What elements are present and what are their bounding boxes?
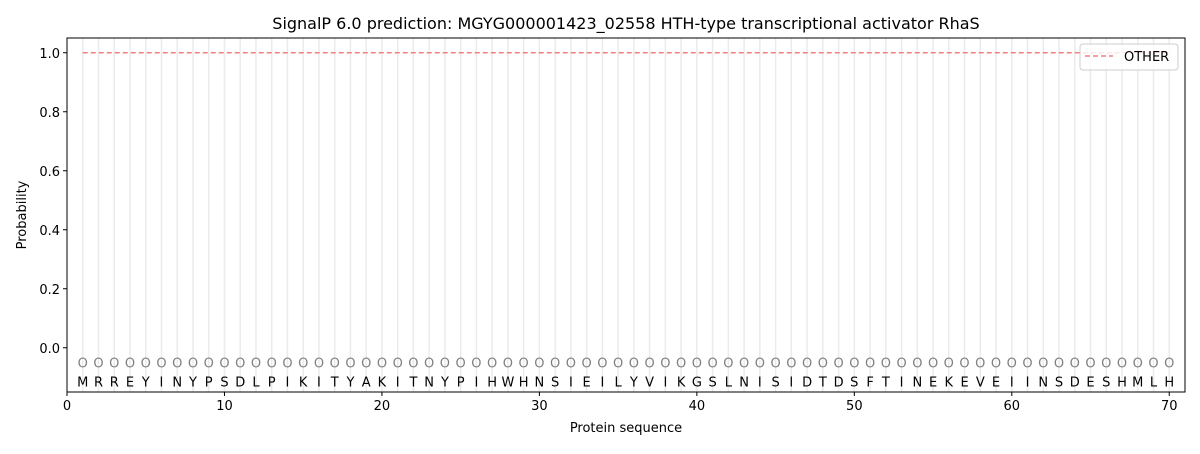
y-axis: 0.0 0.2 0.4 0.6 0.8 1.0 bbox=[39, 47, 67, 357]
plot-frame bbox=[66, 37, 1186, 393]
x-tick-label: 40 bbox=[689, 399, 706, 414]
y-axis-label: Probability bbox=[15, 180, 30, 249]
x-tick-label: 50 bbox=[846, 399, 863, 414]
x-axis-label: Protein sequence bbox=[570, 421, 682, 436]
y-tick-label: 0.4 bbox=[39, 224, 60, 239]
grid-lines bbox=[81, 38, 1171, 392]
x-tick-label: 20 bbox=[374, 399, 391, 414]
legend-box bbox=[1079, 43, 1179, 71]
legend-label-other: OTHER bbox=[1124, 50, 1169, 65]
sequence-letters: MRREYINYPSDLPIKITYAKITNYPIHWHNSIEILYVIKG… bbox=[77, 375, 1174, 390]
y-tick-label: 1.0 bbox=[39, 47, 60, 62]
x-tick-label: 70 bbox=[1161, 399, 1178, 414]
x-tick-label: 0 bbox=[63, 399, 71, 414]
x-tick-label: 60 bbox=[1004, 399, 1021, 414]
y-tick-label: 0.2 bbox=[39, 283, 60, 298]
legend: OTHER bbox=[1079, 43, 1179, 71]
x-axis: 0 10 20 30 40 50 60 70 bbox=[63, 392, 1178, 414]
chart-title: SignalP 6.0 prediction: MGYG000001423_02… bbox=[272, 14, 979, 34]
y-tick-label: 0.6 bbox=[39, 165, 60, 180]
predicted-labels: OOOOOOOOOOOOOOOOOOOOOOOOOOOOOOOOOOOOOOOO… bbox=[78, 357, 1175, 372]
y-tick-label: 0.8 bbox=[39, 106, 60, 121]
x-tick-label: 30 bbox=[531, 399, 548, 414]
x-tick-label: 10 bbox=[216, 399, 233, 414]
y-tick-label: 0.0 bbox=[39, 342, 60, 357]
